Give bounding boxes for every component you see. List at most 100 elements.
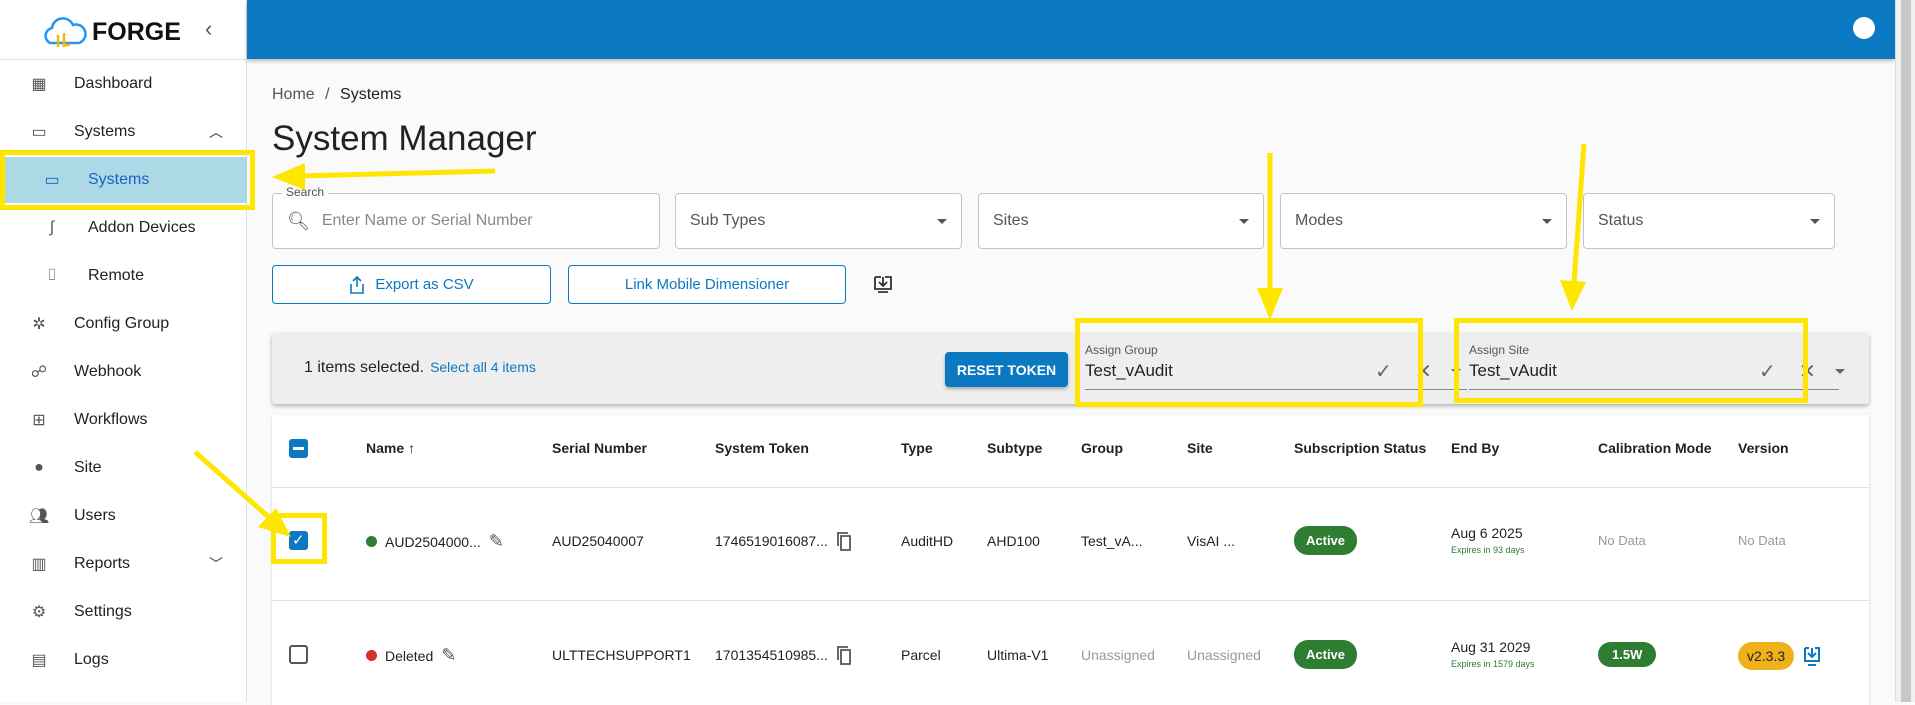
header-label: Subscription Status (1294, 440, 1427, 456)
check-icon[interactable]: ✓ (1759, 361, 1776, 383)
subtypes-select[interactable]: Sub Types (675, 193, 962, 249)
divider (272, 487, 1869, 488)
chevron-down-icon: ﹀ (209, 556, 223, 572)
breadcrumb-current: Systems (340, 86, 402, 103)
copy-icon[interactable] (836, 645, 852, 665)
system-token: 1701354510985... (715, 647, 828, 663)
link-mobile-dimensioner-button[interactable]: Link Mobile Dimensioner (568, 265, 846, 304)
column-header[interactable]: Calibration Mode (1598, 440, 1712, 456)
sidebar-item-users[interactable]: 👥︎ Users (0, 493, 247, 539)
system-name: AUD2504000... (385, 533, 481, 550)
column-header[interactable]: Type (901, 440, 933, 456)
divider (0, 59, 247, 60)
sidebar-item-settings[interactable]: ⚙ Settings (0, 589, 247, 635)
remote-icon: ⌷ (47, 267, 57, 284)
column-header[interactable]: Version (1738, 440, 1789, 456)
webhook-icon: ☍ (30, 364, 48, 381)
column-header[interactable]: Serial Number (552, 440, 647, 456)
download-icon[interactable] (872, 273, 894, 295)
modes-select[interactable]: Modes (1280, 193, 1567, 249)
dashboard-icon: ▦ (31, 76, 47, 93)
sidebar-item-label: Site (74, 459, 102, 476)
edit-icon[interactable]: ✎ (488, 531, 504, 551)
sidebar-item-label: Systems (88, 171, 150, 188)
sort-arrow-up-icon[interactable]: ↑ (408, 440, 416, 456)
settings-suggest-icon: ✲ (32, 316, 46, 333)
column-header[interactable]: Subscription Status (1294, 440, 1426, 456)
row-checkbox[interactable]: ✓ (289, 531, 308, 550)
assign-group-value: Test_vAudit (1085, 361, 1173, 380)
column-header[interactable]: Group (1081, 440, 1123, 456)
breadcrumb-home[interactable]: Home (272, 86, 315, 103)
header-label: Subtype (987, 440, 1043, 456)
caret-down-icon (1239, 218, 1249, 224)
header-label: Group (1081, 440, 1123, 456)
assign-site-value: Test_vAudit (1469, 361, 1557, 380)
type: AuditHD (901, 533, 954, 549)
sidebar-item-logs[interactable]: ▤ Logs (0, 637, 247, 683)
sidebar-item-config-group[interactable]: ✲ Config Group (0, 301, 247, 347)
subtype: Ultima-V1 (987, 647, 1049, 663)
sidebar-item-addon-devices[interactable]: ∫ Addon Devices (0, 205, 247, 251)
link-label: Link Mobile Dimensioner (624, 276, 790, 293)
firmware-update-icon[interactable] (1802, 645, 1822, 667)
sidebar-item-site[interactable]: ● Site (0, 445, 247, 491)
users-icon: 👥︎ (28, 508, 50, 525)
sidebar-item-remote[interactable]: ⌷ Remote (0, 253, 247, 299)
workflow-icon: ⊞ (32, 412, 46, 429)
account-icon[interactable] (1853, 17, 1875, 39)
caret-down-icon (1810, 218, 1820, 224)
search-label: Search (282, 185, 329, 199)
calibration-mode: No Data (1598, 533, 1646, 548)
breadcrumb: Home / Systems (272, 86, 401, 104)
sites-select[interactable]: Sites (978, 193, 1264, 249)
collapse-sidebar-button[interactable]: ‹ (205, 16, 213, 41)
select-all-link[interactable]: Select all 4 items (430, 359, 536, 375)
status-select[interactable]: Status (1583, 193, 1835, 249)
logo: FORGE (40, 10, 181, 54)
export-label: Export as CSV (375, 276, 474, 293)
underline (1469, 389, 1839, 390)
devices-icon: ▭ (31, 124, 47, 141)
modes-label: Modes (1295, 212, 1344, 229)
column-header[interactable]: Site (1187, 440, 1213, 456)
check-icon[interactable]: ✓ (1375, 361, 1392, 383)
sidebar-item-workflows[interactable]: ⊞ Workflows (0, 397, 247, 443)
edit-icon[interactable]: ✎ (441, 645, 457, 665)
status-dot (366, 650, 377, 661)
version-badge: v2.3.3 (1738, 642, 1795, 670)
sidebar-item-webhook[interactable]: ☍ Webhook (0, 349, 247, 395)
sidebar-item-systems[interactable]: ▭ Systems ︿ (0, 109, 247, 155)
sidebar-item-label: Addon Devices (88, 219, 196, 236)
export-csv-button[interactable]: Export as CSV (272, 265, 551, 304)
sidebar-item-label: Remote (88, 267, 145, 284)
divider (272, 600, 1869, 601)
sidebar: FORGE ‹ ▦ Dashboard ▭ Systems ︿ ▭ Systems ∫ Addo… (0, 0, 247, 702)
scrollbar[interactable] (1895, 0, 1915, 702)
highlight-box (271, 513, 327, 564)
sidebar-item-dashboard[interactable]: ▦ Dashboard (0, 61, 247, 107)
top-app-bar (247, 0, 1895, 59)
assign-site-label: Assign Site (1469, 343, 1530, 357)
column-header[interactable]: Name ↑ (366, 440, 415, 456)
caret-down-icon[interactable] (1835, 369, 1845, 374)
site: VisAI ... (1187, 533, 1235, 549)
system-name: Deleted (385, 647, 434, 664)
reset-token-button[interactable]: RESET TOKEN (945, 352, 1068, 387)
sidebar-item-label: Reports (74, 555, 131, 572)
header-label: Name (366, 440, 405, 456)
sidebar-item-reports[interactable]: ▥ Reports ﹀ (0, 541, 247, 587)
status-dot (366, 536, 377, 547)
highlight-box (1454, 318, 1808, 403)
row-checkbox[interactable] (289, 645, 308, 664)
group: Unassigned (1081, 647, 1155, 663)
site: Unassigned (1187, 647, 1261, 663)
column-header[interactable]: System Token (715, 440, 809, 456)
column-header[interactable]: End By (1451, 440, 1499, 456)
copy-icon[interactable] (836, 531, 852, 551)
select-all-checkbox[interactable] (289, 439, 308, 458)
subtypes-label: Sub Types (690, 212, 766, 229)
sidebar-item-systems[interactable]: ▭ Systems (0, 157, 247, 203)
search-input[interactable]: 🔍︎ Enter Name or Serial Number (272, 193, 660, 249)
column-header[interactable]: Subtype (987, 440, 1042, 456)
